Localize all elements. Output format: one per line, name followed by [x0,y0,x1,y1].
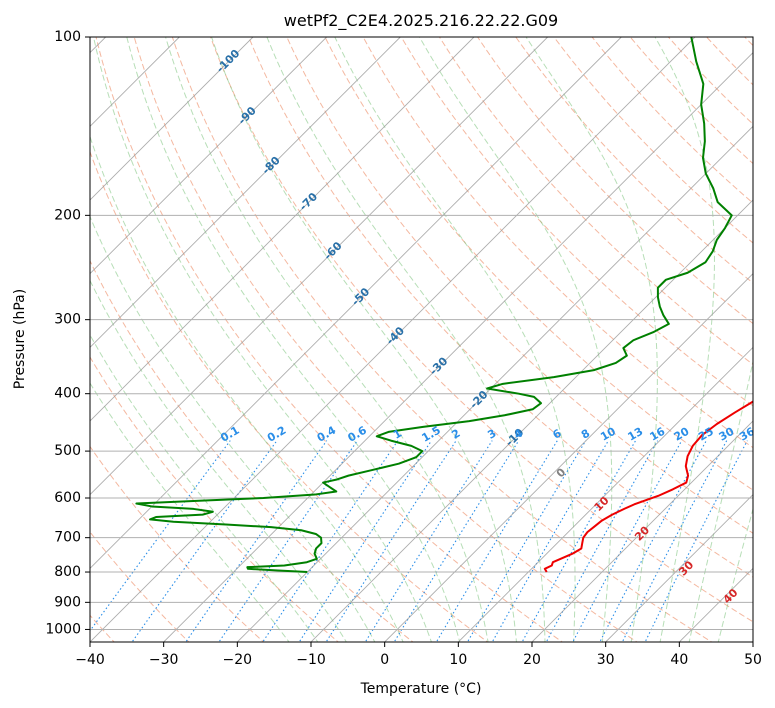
isotherm-line [237,125,753,642]
isotherm-line [90,37,327,275]
x-tick-label: 20 [523,652,541,668]
y-tick-label: 200 [54,207,81,223]
y-tick-label: 700 [54,530,81,546]
x-tick-label: −10 [296,652,326,668]
y-tick-label: 400 [54,386,81,402]
dry-adiabat-line [438,37,753,366]
moist-adiabat-line [90,333,319,642]
x-tick-label: 30 [597,652,615,668]
moist-adiabat-line [266,37,546,642]
y-tick-label: 500 [54,443,81,459]
isotherm-line [90,37,401,348]
y-axis-title: Pressure (hPa) [12,289,28,389]
chart-title: wetPf2_C2E4.2025.216.22.22.G09 [284,11,558,31]
sounding-series [135,37,753,574]
moist-adiabat-line [419,37,613,642]
moist-adiabat-line [165,37,489,642]
moist-adiabat-line [211,37,517,642]
x-tick-label: 10 [449,652,467,668]
x-tick-label: −20 [223,652,253,668]
isotherm-line [90,37,254,201]
isotherm-line [90,37,475,422]
mixing-ratio-line [262,440,399,642]
mixing-ratio-line [393,440,520,642]
mixing-ratio-label: 36 [737,425,757,444]
y-tick-label: 1000 [45,621,81,637]
mixing-ratio-line [599,440,707,642]
x-axis-title: Temperature (°C) [360,681,482,697]
mixing-ratio-line [435,440,558,642]
x-tick-label: −40 [75,652,105,668]
isotherm-line [90,37,548,496]
dry-adiabat-line [209,37,753,623]
dry-adiabat-line [324,37,753,491]
dry-adiabat-line [248,37,753,578]
temperature-profile-line [543,400,753,573]
mixing-ratio-line [521,440,637,642]
mixing-ratio-line [185,440,328,642]
x-tick-label: 50 [744,652,762,668]
y-tick-label: 600 [54,490,81,506]
isotherm-line [310,199,753,642]
isotherm-line [458,346,753,642]
mixing-ratio-line [325,440,457,642]
moist-adiabat-line [525,37,658,642]
isotherm-line [531,420,753,642]
mixing-ratio-line [298,440,432,642]
moist-adiabat-line [334,37,576,642]
dry-adiabat-line [286,37,753,534]
mixing-ratio-line [364,440,493,642]
y-tick-label: 100 [54,29,81,45]
plot-frame [89,36,754,643]
dry-adiabat-line [400,37,753,407]
skewed-isotherms [90,37,753,642]
x-tick-label: 0 [380,652,389,668]
dry-adiabat-line [90,150,489,642]
mixing-ratio-line [131,440,278,642]
isotherm-line [90,37,696,642]
isotherm-line [90,37,622,569]
mixing-ratio-lines [90,440,748,642]
mixing-ratio-line [545,440,659,642]
mixing-ratio-line [491,440,609,642]
y-tick-label: 300 [54,312,81,328]
y-axis: 100 200 300 400 500 600 700 800 900 1000 [45,29,90,637]
isotherm-line [605,494,753,642]
moist-adiabat-line [90,382,290,642]
y-tick-label: 800 [54,564,81,580]
plot-area: -100-90-80-70-60-50-40-30-20-10 0.1 0.2 0.… [90,37,757,642]
isobar-gridlines [90,37,753,630]
moist-adiabat-line [654,37,715,642]
x-axis: −40 −30 −20 −10 0 10 20 30 40 50 [75,642,762,668]
isotherm-line [163,52,753,642]
dewpoint-profile-line [135,37,733,574]
y-tick-label: 900 [54,594,81,610]
mixing-ratio-line [621,440,728,642]
x-tick-label: −30 [149,652,179,668]
mixing-ratio-line [572,440,683,642]
x-tick-label: 40 [670,652,688,668]
isotherm-line [384,273,753,642]
